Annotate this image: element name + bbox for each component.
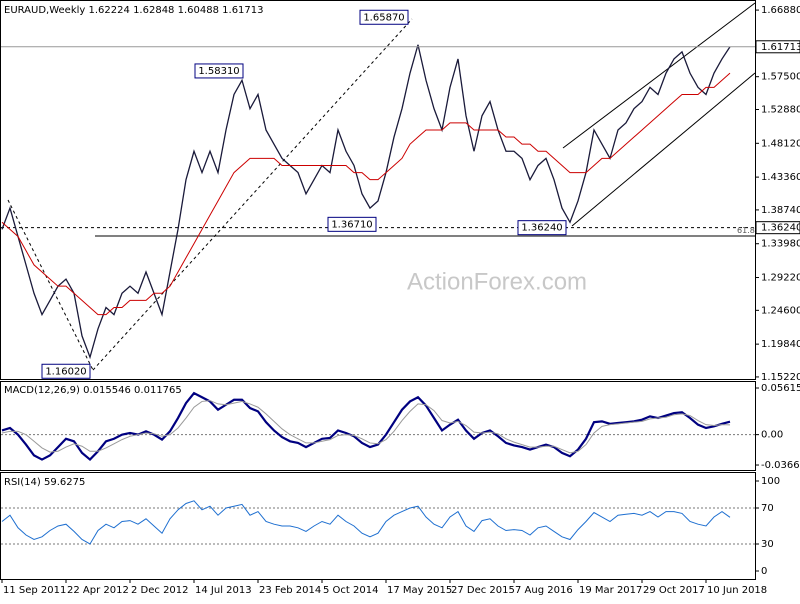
- symbol: EURAUD,Weekly: [4, 5, 85, 16]
- annotation-box: [359, 9, 409, 25]
- x-tick-label: 23 Feb 2014: [259, 585, 321, 596]
- x-tick-label: 2 Dec 2012: [131, 585, 189, 596]
- y-tick-label: 1.19840: [761, 339, 800, 350]
- annotation-label: 1.65870: [363, 12, 404, 23]
- annotation-box: [194, 63, 244, 79]
- annotation-box: [517, 220, 567, 236]
- series-line: [1, 500, 731, 545]
- y-tick-label: 100: [761, 476, 780, 487]
- indicator: MACD(12,26,9): [4, 385, 80, 396]
- price-box: [755, 40, 800, 54]
- x-tick-label: 17 May 2015: [387, 585, 452, 596]
- macd-title: MACD(12,26,9) 0.015546 0.011765: [4, 385, 182, 396]
- y-tick-label: 1.43360: [761, 172, 800, 183]
- annotation-box: [41, 363, 91, 379]
- y-tick-label: 0: [761, 566, 767, 577]
- y-tick-label: -0.036601: [761, 460, 800, 471]
- macd-value: 0.015546: [83, 385, 131, 396]
- series-line: [1, 400, 731, 454]
- x-tick-label: 22 Apr 2012: [67, 585, 129, 596]
- y-tick-label: 30: [761, 539, 774, 550]
- x-tick-label: 11 Sep 2011: [3, 585, 66, 596]
- channel-line: [562, 2, 756, 149]
- y-tick-label: 0.00: [761, 430, 783, 441]
- series-line: [1, 391, 731, 462]
- annotation-label: 1.36710: [331, 219, 372, 230]
- y-tick-label: 1.15220: [761, 372, 800, 383]
- low: 1.60488: [178, 5, 219, 16]
- annotation-label: 1.58310: [198, 66, 239, 77]
- high: 1.62848: [133, 5, 174, 16]
- watermark: ActionForex.com: [407, 268, 587, 295]
- trend-line: [7, 199, 94, 371]
- level-label: 1.36240: [761, 223, 800, 234]
- price-panel: [0, 0, 756, 380]
- series-line: [1, 44, 731, 360]
- x-tick-label: 14 Jul 2013: [195, 585, 252, 596]
- annotation-label: 1.16020: [45, 366, 86, 377]
- y-tick-label: 0.056154: [761, 383, 800, 394]
- series-line: [1, 72, 731, 316]
- y-tick-label: 70: [761, 503, 774, 514]
- price-label: 1.61713: [761, 42, 800, 53]
- x-tick-label: 5 Oct 2014: [323, 585, 378, 596]
- indicator: RSI(14): [4, 477, 41, 488]
- level-box: [755, 221, 800, 235]
- y-tick-label: 1.66880: [761, 5, 800, 16]
- y-tick-label: 1.52880: [761, 105, 800, 116]
- x-tick-label: 29 Oct 2017: [643, 585, 705, 596]
- y-tick-label: 1.38740: [761, 205, 800, 216]
- close: 1.61713: [222, 5, 263, 16]
- x-tick-label: 27 Dec 2015: [451, 585, 515, 596]
- fib-label: 61.8: [737, 226, 755, 235]
- y-tick-label: 1.24600: [761, 305, 800, 316]
- open: 1.62224: [89, 5, 130, 16]
- signal-value: 0.011765: [134, 385, 182, 396]
- y-tick-label: 1.33980: [761, 239, 800, 250]
- x-tick-label: 7 Aug 2016: [515, 585, 573, 596]
- y-tick-label: 1.48120: [761, 138, 800, 149]
- rsi-panel: [0, 472, 756, 580]
- y-tick-label: 1.29220: [761, 273, 800, 284]
- y-tick-label: 1.57500: [761, 72, 800, 83]
- annotation-box: [327, 216, 377, 232]
- rsi-title: RSI(14) 59.6275: [4, 477, 85, 488]
- x-tick-label: 10 Jun 2018: [707, 585, 767, 596]
- trend-line: [92, 18, 413, 371]
- x-tick-label: 19 Mar 2017: [579, 585, 642, 596]
- macd-panel: [0, 381, 756, 471]
- price-title: EURAUD,Weekly 1.62224 1.62848 1.60488 1.…: [4, 5, 264, 16]
- rsi-value: 59.6275: [44, 477, 85, 488]
- channel-line: [571, 72, 756, 227]
- annotation-label: 1.36240: [521, 223, 562, 234]
